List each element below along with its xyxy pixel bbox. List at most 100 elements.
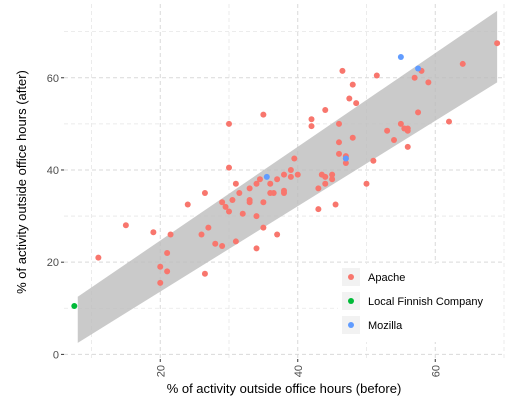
data-point	[229, 196, 236, 203]
data-point	[226, 164, 232, 171]
data-point	[226, 120, 232, 127]
data-point	[336, 150, 342, 157]
data-point	[184, 201, 191, 208]
data-point	[226, 208, 232, 215]
data-point	[236, 190, 243, 197]
data-point	[384, 127, 391, 134]
data-point	[201, 190, 208, 197]
data-point	[232, 238, 239, 245]
data-point	[294, 171, 301, 178]
data-point	[222, 203, 229, 210]
data-point	[349, 81, 356, 88]
data-point	[167, 231, 174, 238]
data-point	[336, 120, 342, 127]
data-point	[198, 231, 205, 238]
data-point	[150, 229, 157, 236]
data-point	[212, 240, 219, 247]
data-point	[281, 190, 287, 197]
data-point	[391, 137, 397, 144]
data-point	[246, 196, 253, 203]
data-point	[373, 72, 380, 79]
data-point	[411, 74, 418, 81]
data-point	[315, 185, 322, 192]
data-point	[95, 254, 102, 261]
legend-background	[338, 264, 502, 342]
data-point	[164, 268, 171, 275]
x-tick-label: 60	[430, 365, 442, 377]
data-point	[219, 199, 226, 206]
x-tick-label: 40	[293, 365, 305, 377]
data-point	[281, 171, 287, 178]
y-axis-ticks: 0 20 40 60	[47, 73, 64, 361]
data-point	[122, 222, 129, 229]
data-point	[201, 270, 208, 277]
y-tick-label: 0	[53, 349, 59, 361]
data-point	[397, 120, 404, 127]
data-point	[322, 107, 329, 114]
data-point	[329, 171, 336, 178]
data-point	[322, 180, 329, 187]
y-tick-label: 20	[47, 257, 59, 269]
data-point	[315, 206, 322, 213]
data-point	[256, 176, 263, 183]
data-point	[239, 210, 246, 217]
data-point	[397, 54, 404, 61]
legend-key-dot	[348, 274, 354, 280]
data-point	[157, 279, 164, 286]
points-layer	[71, 40, 501, 309]
x-axis-title: % of activity outside office hours (befo…	[167, 381, 402, 396]
data-point	[263, 173, 270, 180]
y-tick-label: 60	[47, 73, 59, 85]
data-point	[287, 166, 294, 173]
data-point	[446, 118, 452, 125]
legend-label: Local Finnish Company	[368, 296, 483, 308]
data-point	[246, 185, 253, 192]
data-point	[339, 67, 346, 74]
legend-label: Apache	[368, 272, 405, 284]
regression-band	[77, 10, 498, 343]
data-point	[415, 109, 422, 116]
data-point	[363, 180, 370, 187]
data-point	[336, 139, 342, 146]
data-point	[308, 123, 315, 130]
data-point	[332, 201, 339, 208]
data-point	[329, 176, 336, 183]
data-point	[370, 157, 377, 164]
x-tick-label: 20	[155, 365, 167, 377]
data-point	[270, 190, 277, 197]
x-axis-ticks: 20 40 60	[155, 359, 442, 377]
data-point	[219, 243, 226, 250]
data-point	[253, 180, 260, 187]
data-point	[287, 173, 294, 180]
data-point	[274, 231, 281, 238]
legend-key-dot	[348, 322, 354, 328]
data-point	[253, 213, 260, 220]
data-point	[274, 176, 281, 183]
data-point	[260, 111, 267, 118]
data-point	[157, 263, 164, 270]
legend-key-dot	[348, 298, 354, 304]
data-point	[267, 180, 274, 187]
legend-label: Mozilla	[368, 320, 403, 332]
data-point	[404, 143, 411, 150]
data-point	[494, 40, 501, 47]
data-point	[232, 180, 239, 187]
legend: Apache Local Finnish Company Mozilla	[338, 264, 502, 342]
regression-band-layer	[77, 10, 498, 343]
data-point	[260, 224, 267, 231]
y-tick-label: 40	[47, 165, 59, 177]
data-point	[346, 95, 353, 102]
data-point	[253, 245, 260, 252]
data-point	[459, 60, 466, 67]
data-point	[342, 160, 349, 167]
data-point	[415, 65, 422, 72]
data-point	[291, 155, 298, 162]
data-point	[425, 79, 432, 86]
data-point	[342, 155, 349, 162]
data-point	[164, 249, 171, 256]
data-point	[322, 173, 329, 180]
data-point	[205, 224, 212, 231]
data-point	[71, 302, 78, 309]
data-point	[308, 116, 315, 123]
data-point	[260, 199, 267, 206]
